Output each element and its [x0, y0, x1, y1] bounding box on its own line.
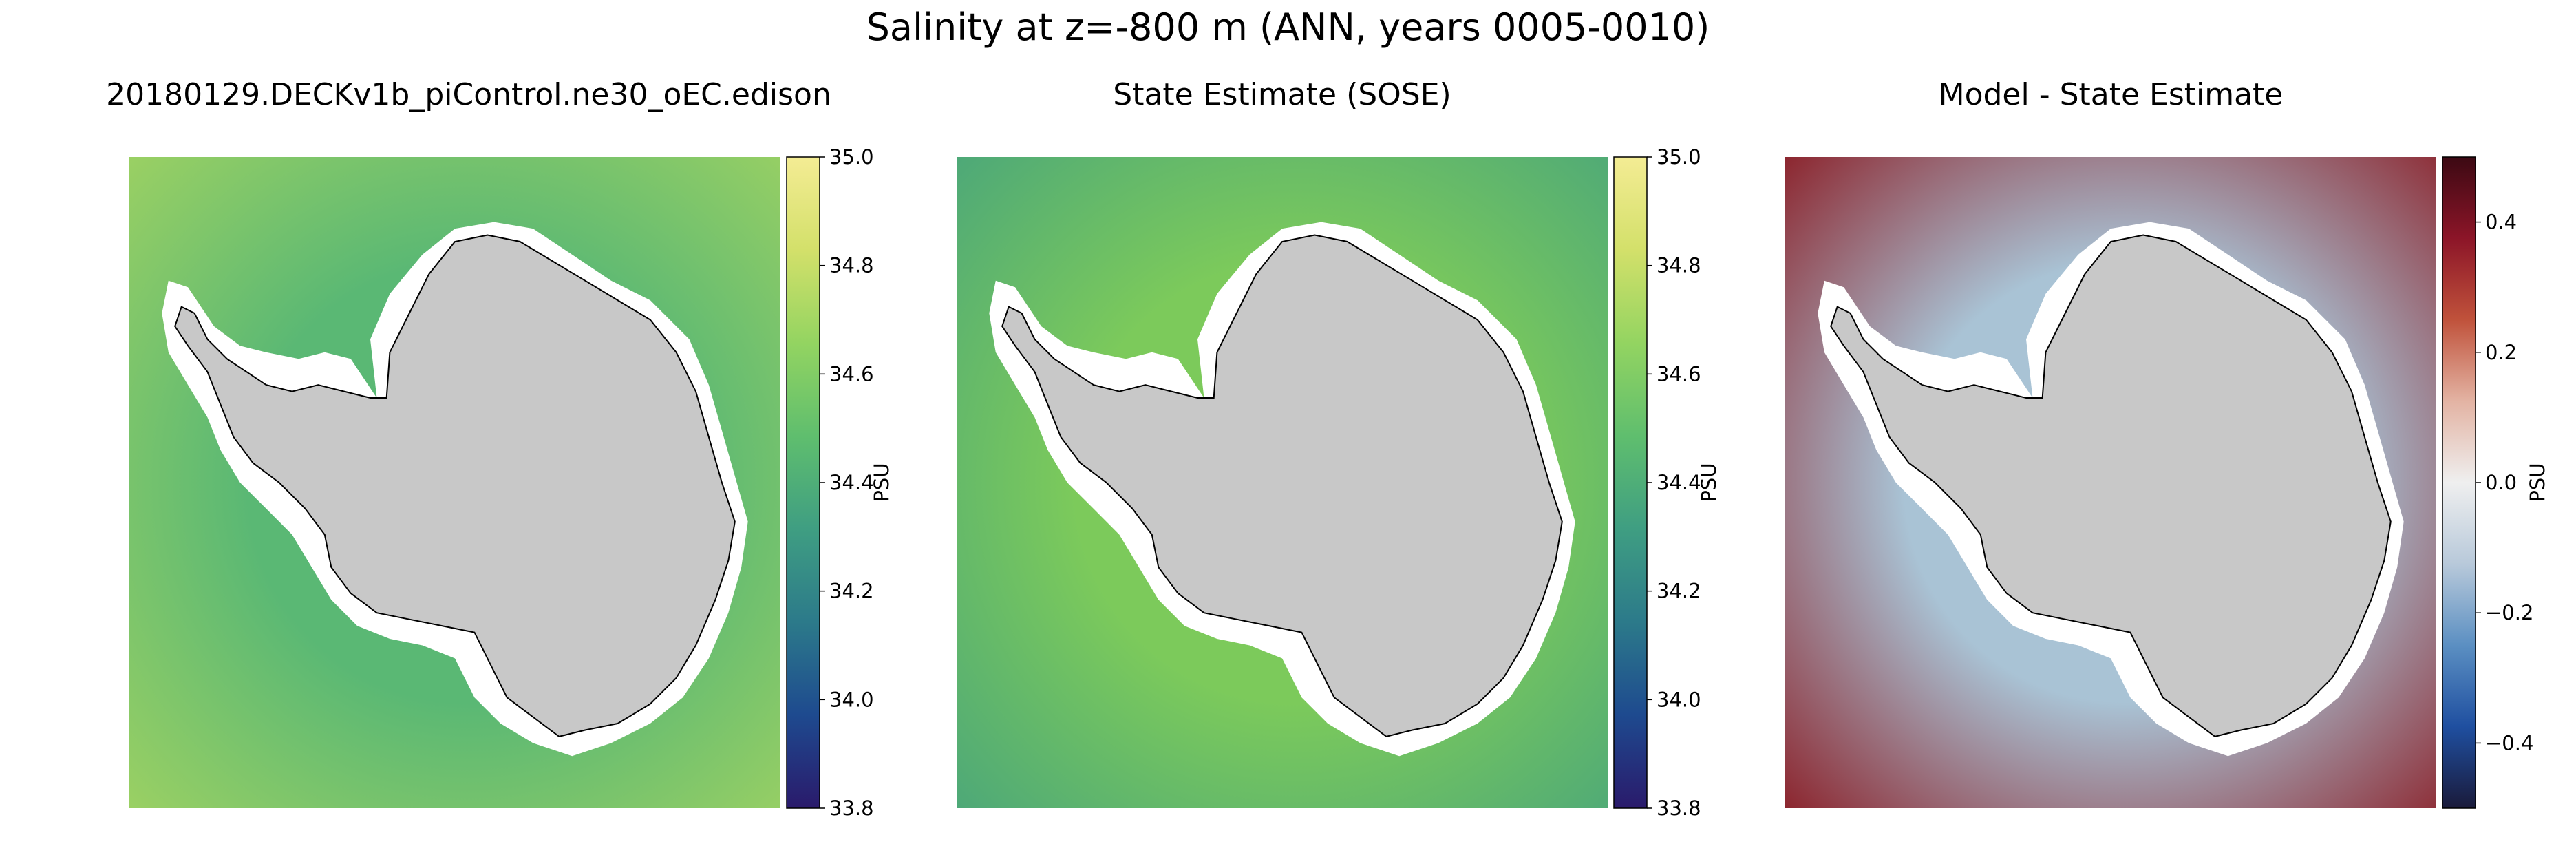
antarctica-land [174, 234, 736, 737]
colorbar-tick-label: 34.6 [829, 362, 874, 386]
figure-title: Salinity at z=-800 m (ANN, years 0005-00… [866, 6, 1710, 49]
panel-1-title: 20180129.DECKv1b_piControl.ne30_oEC.edis… [106, 77, 831, 112]
antarctica-land [1830, 234, 2392, 737]
colorbar-label: PSU [870, 463, 893, 502]
colorbar-tick-label: 35.0 [1657, 145, 1701, 169]
colorbar-tick-label: 34.2 [1657, 580, 1701, 603]
colorbar-tick-label: 33.8 [1657, 796, 1701, 820]
panel-2: 35.0 34.8 34.6 34.4 34.2 34.0 33.8 PSU [957, 145, 1721, 820]
colorbar-tick-label: 34.6 [1657, 362, 1701, 386]
panel-2-title: State Estimate (SOSE) [1113, 77, 1451, 112]
colorbar-tick-label: −0.4 [2485, 731, 2533, 754]
colorbar-label: PSU [1697, 463, 1721, 502]
colorbar-tick-label: 34.4 [829, 471, 874, 494]
panel-1: 35.0 34.8 34.6 34.4 34.2 34.0 33.8 PSU [129, 145, 893, 820]
colorbar [1613, 156, 1648, 809]
colorbar [2442, 156, 2476, 809]
colorbar-tick-label: 0.4 [2485, 211, 2517, 234]
colorbar-tick-label: 33.8 [829, 796, 874, 820]
colorbar-tick-label: 34.4 [1657, 471, 1701, 494]
colorbar-tick-label: 34.8 [829, 254, 874, 277]
colorbar-tick-label: 35.0 [829, 145, 874, 169]
colorbar-tick-label: 34.0 [1657, 688, 1701, 711]
colorbar-tick-label: 34.0 [829, 688, 874, 711]
panel-3-title: Model - State Estimate [1938, 77, 2284, 112]
colorbar [786, 156, 820, 809]
colorbar-tick-label: 34.8 [1657, 254, 1701, 277]
colorbar-tick-label: 0.0 [2485, 471, 2517, 494]
colorbar-label: PSU [2526, 463, 2549, 502]
colorbar-tick-label: 34.2 [829, 580, 874, 603]
colorbar-tick-label: 0.2 [2485, 341, 2517, 364]
panel-3: 0.4 0.2 0.0 −0.2 −0.4 PSU [1785, 156, 2549, 809]
colorbar-tick-label: −0.2 [2485, 601, 2533, 624]
antarctica-land [1001, 234, 1563, 737]
